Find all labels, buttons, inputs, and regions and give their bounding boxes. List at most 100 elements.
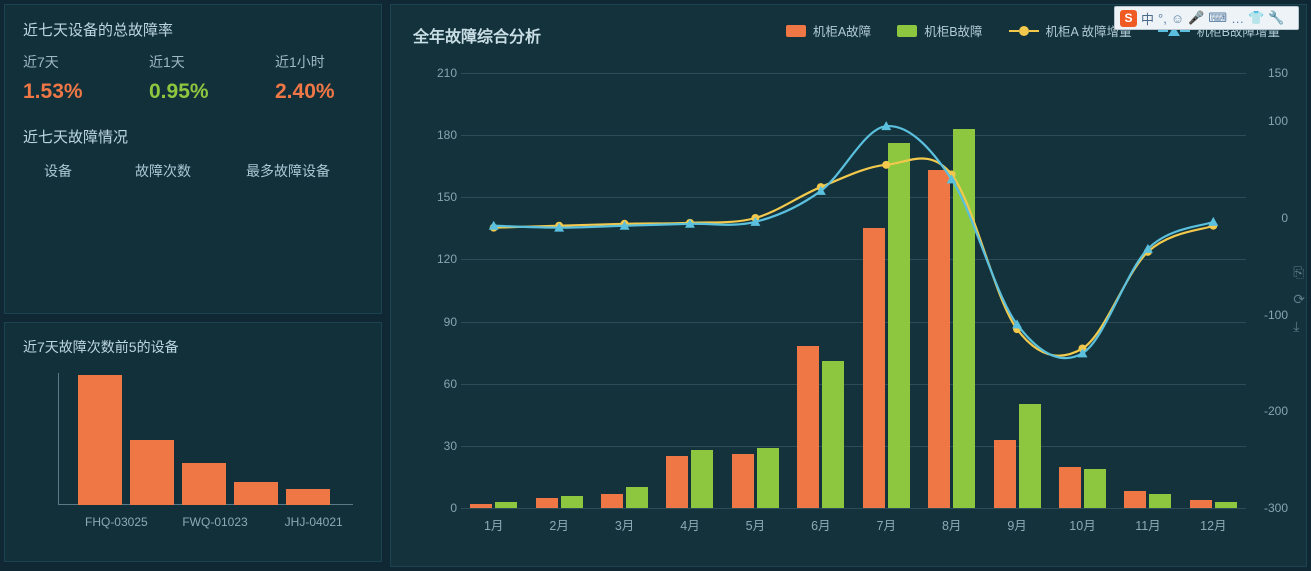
x-axis: 1月2月3月4月5月6月7月8月9月10月11月12月: [461, 515, 1246, 534]
top5-xlabel: JHJ-04021: [264, 515, 363, 529]
month-group: [1050, 73, 1115, 508]
month-group: [984, 73, 1049, 508]
x-tick: 6月: [788, 515, 853, 534]
top5-xlabels: FHQ-03025FWQ-01023JHJ-04021: [67, 515, 363, 529]
y-right-tick: -100: [1246, 308, 1288, 322]
month-group: [788, 73, 853, 508]
ime-logo-icon[interactable]: S: [1120, 10, 1137, 27]
legend-item[interactable]: 机柜B故障: [897, 21, 982, 40]
month-group: [657, 73, 722, 508]
bar-a: [732, 454, 754, 508]
metric-2: 近1小时2.40%: [275, 52, 365, 104]
x-tick: 9月: [984, 515, 1049, 534]
ime-mic-icon[interactable]: 🎤: [1188, 10, 1204, 26]
th-count: 故障次数: [123, 161, 203, 181]
ime-emoji-icon[interactable]: ☺: [1171, 11, 1184, 26]
legend-label: 机柜A故障: [813, 21, 871, 40]
bar-b: [1149, 494, 1171, 509]
bar-b: [626, 487, 648, 508]
y-axis-right: -300-200-1000100150: [1246, 73, 1288, 508]
ime-punct-icon[interactable]: °,: [1158, 11, 1167, 26]
side-toolbar: ⎘ ⟳ ⤓: [1293, 264, 1305, 335]
top5-bar: [286, 489, 330, 505]
month-group: [526, 73, 591, 508]
metric-value: 1.53%: [23, 80, 113, 104]
ime-more-icon[interactable]: …: [1231, 11, 1244, 26]
y-right-tick: 0: [1246, 211, 1288, 225]
bar-a: [1059, 467, 1081, 508]
x-tick: 5月: [723, 515, 788, 534]
failure-situation-title: 近七天故障情况: [23, 126, 363, 147]
x-tick: 10月: [1050, 515, 1115, 534]
ime-toolbar[interactable]: S 中 °, ☺ 🎤 ⌨ … 👕 🔧: [1114, 6, 1299, 30]
bar-b: [953, 129, 975, 508]
y-left-tick: 180: [421, 128, 457, 142]
bar-a: [863, 228, 885, 508]
y-left-tick: 0: [421, 501, 457, 515]
top5-panel: 近7天故障次数前5的设备 FHQ-03025FWQ-01023JHJ-04021: [4, 322, 382, 562]
bar-a: [536, 498, 558, 508]
x-tick: 8月: [919, 515, 984, 534]
x-tick: 3月: [592, 515, 657, 534]
y-axis-left: 0306090120150180210: [421, 73, 457, 508]
bar-a: [470, 504, 492, 508]
metric-0: 近7天 1.53%: [23, 52, 113, 104]
top5-bars: [78, 373, 343, 505]
bar-b: [1215, 502, 1237, 508]
failure-rate-panel: 近七天设备的总故障率 近7天 1.53% 近1天0.95% 近1小时2.40% 近七天…: [4, 4, 382, 314]
y-left-tick: 90: [421, 315, 457, 329]
legend-swatch-icon: [786, 25, 806, 37]
bar-b: [495, 502, 517, 508]
legend-swatch-icon: [897, 25, 917, 37]
top5-xlabel: FWQ-01023: [166, 515, 265, 529]
th-most: 最多故障设备: [233, 161, 343, 181]
bar-a: [797, 346, 819, 508]
x-tick: 11月: [1115, 515, 1180, 534]
month-group: [461, 73, 526, 508]
bar-b: [822, 361, 844, 508]
x-tick: 2月: [526, 515, 591, 534]
download-icon[interactable]: ⤓: [1293, 318, 1305, 335]
legend-line-icon: [1009, 26, 1039, 36]
bar-b: [561, 496, 583, 508]
bar-b: [1084, 469, 1106, 508]
top5-title: 近7天故障次数前5的设备: [23, 337, 363, 357]
top5-bar: [182, 463, 226, 505]
top5-chart: FHQ-03025FWQ-01023JHJ-04021: [23, 365, 363, 535]
ime-lang[interactable]: 中: [1141, 9, 1154, 28]
x-tick: 7月: [854, 515, 919, 534]
month-group: [919, 73, 984, 508]
refresh-icon[interactable]: ⟳: [1293, 291, 1305, 308]
top5-xlabel: FHQ-03025: [67, 515, 166, 529]
bar-b: [757, 448, 779, 508]
metrics-row: 近7天 1.53% 近1天0.95% 近1小时2.40%: [23, 52, 363, 104]
metric-1: 近1天0.95%: [149, 52, 239, 104]
failrate-title: 近七天设备的总故障率: [23, 19, 363, 40]
bar-a: [1124, 491, 1146, 508]
failure-table-header: 设备 故障次数 最多故障设备: [23, 161, 363, 181]
y-left-tick: 150: [421, 190, 457, 204]
legend-label: 机柜B故障: [924, 21, 982, 40]
metric-label: 近7天: [23, 52, 113, 72]
legend-item[interactable]: 机柜A故障: [786, 21, 871, 40]
metric-value: 2.40%: [275, 80, 365, 104]
annual-analysis-panel: 全年故障综合分析 机柜A故障机柜B故障机柜A 故障增量机柜B故障增量 03060…: [390, 4, 1307, 567]
gridline: [461, 508, 1246, 509]
month-group: [592, 73, 657, 508]
ime-skin-icon[interactable]: 👕: [1248, 10, 1264, 26]
y-right-tick: 150: [1246, 66, 1288, 80]
bar-b: [1019, 404, 1041, 508]
bars-layer: [461, 73, 1246, 508]
ime-settings-icon[interactable]: 🔧: [1268, 10, 1284, 26]
small-axis-y: [58, 373, 59, 505]
y-right-tick: -200: [1246, 404, 1288, 418]
copy-icon[interactable]: ⎘: [1293, 264, 1305, 281]
y-right-tick: 100: [1246, 114, 1288, 128]
th-device: 设备: [23, 161, 93, 181]
bar-b: [691, 450, 713, 508]
ime-keyboard-icon[interactable]: ⌨: [1208, 10, 1227, 26]
bar-a: [1190, 500, 1212, 508]
bar-a: [666, 456, 688, 508]
bar-a: [928, 170, 950, 508]
y-right-tick: -300: [1246, 501, 1288, 515]
